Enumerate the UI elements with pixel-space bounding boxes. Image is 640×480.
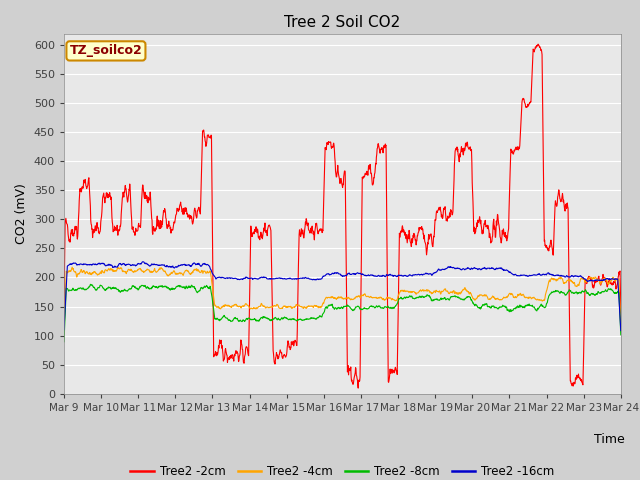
Tree2 -2cm [534,41,542,47]
Tree2 -8cm [126,287,134,292]
Line: Tree2 -2cm: Tree2 -2cm [64,44,621,388]
Title: Tree 2 Soil CO2: Tree 2 Soil CO2 [284,15,401,30]
Tree2 -4cm [378,294,385,300]
Tree2 -4cm [297,304,305,310]
Tree2 -16cm [318,275,326,281]
Tree2 -8cm [378,305,385,311]
Line: Tree2 -8cm: Tree2 -8cm [64,284,621,342]
Tree2 -4cm [617,326,625,332]
Tree2 -2cm [378,147,385,153]
Tree2 -2cm [296,232,304,238]
Tree2 -16cm [139,259,147,264]
Tree2 -8cm [617,332,625,338]
Tree2 -4cm [318,302,326,308]
Tree2 -2cm [617,310,625,316]
Tree2 -2cm [308,227,316,233]
Tree2 -16cm [60,327,68,333]
Tree2 -4cm [68,264,76,270]
Tree2 -4cm [60,330,68,336]
Tree2 -8cm [104,285,111,291]
Tree2 -4cm [308,303,316,309]
Tree2 -16cm [308,277,316,283]
Tree2 -2cm [126,181,134,187]
Tree2 -8cm [60,339,68,345]
Y-axis label: CO2 (mV): CO2 (mV) [15,183,28,244]
X-axis label: Time: Time [595,433,625,446]
Tree2 -2cm [318,226,326,232]
Tree2 -8cm [318,313,326,319]
Tree2 -16cm [617,328,625,334]
Tree2 -2cm [103,190,111,196]
Line: Tree2 -16cm: Tree2 -16cm [64,262,621,331]
Tree2 -16cm [297,276,305,281]
Tree2 -16cm [103,262,111,268]
Tree2 -2cm [355,385,362,391]
Tree2 -8cm [87,281,95,287]
Tree2 -16cm [378,273,385,278]
Legend: Tree2 -2cm, Tree2 -4cm, Tree2 -8cm, Tree2 -16cm: Tree2 -2cm, Tree2 -4cm, Tree2 -8cm, Tree… [125,461,559,480]
Line: Tree2 -4cm: Tree2 -4cm [64,267,621,333]
Text: TZ_soilco2: TZ_soilco2 [70,44,142,58]
Tree2 -8cm [297,317,305,323]
Tree2 -8cm [308,315,316,321]
Tree2 -16cm [126,262,134,267]
Tree2 -4cm [104,267,111,273]
Tree2 -4cm [126,267,134,273]
Tree2 -2cm [60,306,68,312]
